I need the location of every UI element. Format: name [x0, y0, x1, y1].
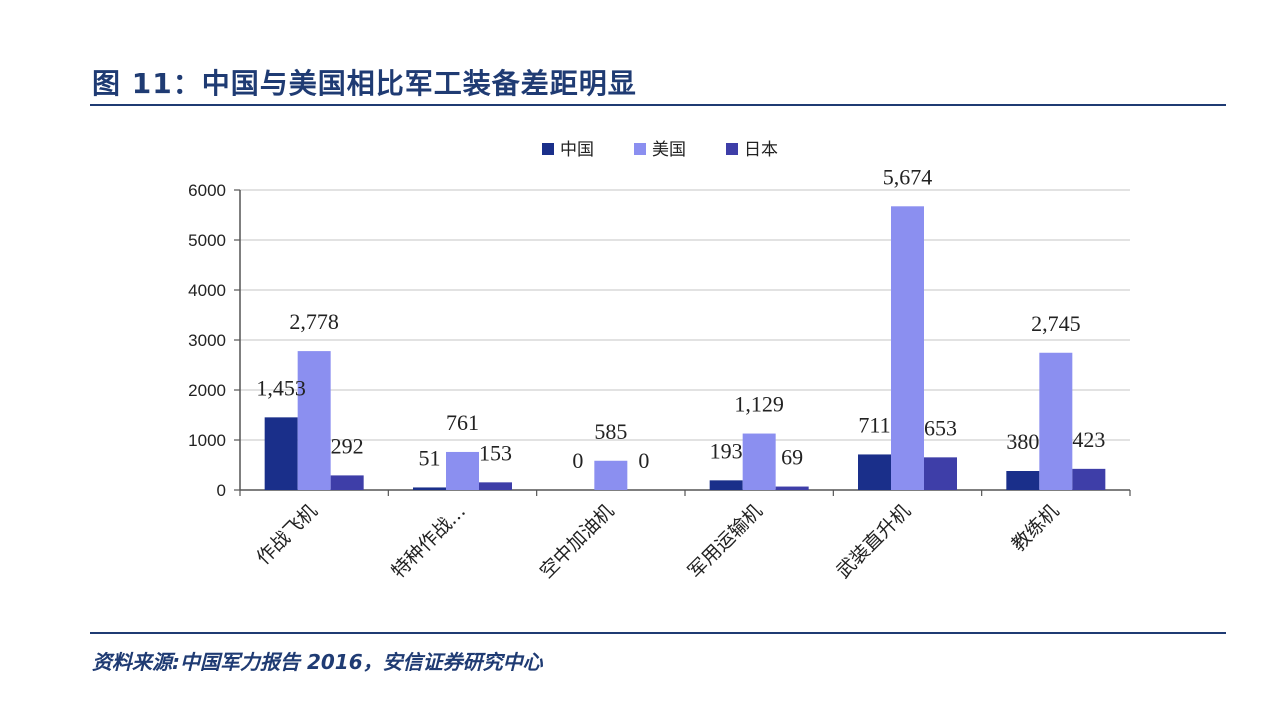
source-note: 资料来源:中国军力报告 2016，安信证券研究中心	[92, 650, 543, 674]
bar	[709, 480, 743, 490]
y-tick-label: 3000	[188, 331, 226, 350]
data-label: 0	[572, 448, 583, 473]
figure-title: 图 11：中国与美国相比军工装备差距明显	[92, 67, 637, 100]
bar	[446, 451, 479, 490]
bar	[413, 487, 446, 490]
legend-label: 美国	[652, 140, 686, 160]
y-tick-label: 1000	[188, 431, 226, 450]
data-label: 0	[638, 448, 649, 473]
title-divider	[90, 104, 1226, 106]
legend-swatch	[634, 143, 646, 155]
y-tick-label: 6000	[188, 181, 226, 200]
data-label: 193	[710, 438, 743, 463]
bar	[330, 475, 364, 490]
legend-label: 日本	[744, 140, 778, 160]
data-label: 585	[594, 419, 627, 444]
y-tick-label: 5000	[188, 231, 226, 250]
y-tick-label: 2000	[188, 381, 226, 400]
category-labels: 作战飞机 特种作战… 空中加油机 军用运输机 武装直升机 教练机	[252, 500, 1063, 583]
source-divider	[90, 632, 1226, 634]
bar	[264, 417, 298, 490]
bars	[264, 206, 1106, 491]
y-axis: 0 1000 2000 3000 4000 5000 6000	[188, 181, 1131, 500]
data-label: 69	[781, 445, 803, 470]
bar	[1072, 468, 1106, 490]
category-label: 军用运输机	[684, 500, 767, 583]
data-label: 761	[446, 410, 479, 435]
data-label: 2,778	[289, 309, 339, 334]
category-label: 作战飞机	[252, 500, 321, 569]
bar	[742, 433, 776, 490]
bar	[1039, 352, 1073, 490]
bar	[594, 460, 628, 490]
data-label: 51	[419, 445, 441, 470]
category-label: 空中加油机	[536, 500, 619, 583]
data-label: 380	[1006, 429, 1039, 454]
y-tick-label: 4000	[188, 281, 226, 300]
legend: 中国 美国 日本	[542, 140, 778, 160]
data-label: 653	[924, 415, 957, 440]
bar	[891, 206, 924, 491]
category-label: 特种作战…	[387, 500, 470, 583]
data-label: 423	[1072, 427, 1105, 452]
legend-label: 中国	[560, 140, 594, 160]
y-tick-label: 0	[217, 481, 226, 500]
data-label: 1,453	[256, 375, 306, 400]
data-label: 292	[331, 433, 364, 458]
category-label: 武装直升机	[832, 500, 915, 583]
data-label: 711	[858, 412, 890, 437]
category-label: 教练机	[1007, 500, 1063, 556]
bar	[1006, 471, 1040, 490]
bar	[479, 482, 512, 490]
bar	[924, 457, 957, 490]
bar	[858, 454, 891, 490]
data-label: 2,745	[1031, 311, 1081, 336]
data-label: 153	[479, 440, 512, 465]
data-label: 1,129	[734, 392, 784, 417]
data-label: 5,674	[883, 164, 933, 189]
legend-swatch	[726, 143, 738, 155]
legend-swatch	[542, 143, 554, 155]
bar	[297, 351, 331, 490]
bar	[775, 486, 809, 490]
gridlines	[240, 189, 1130, 441]
